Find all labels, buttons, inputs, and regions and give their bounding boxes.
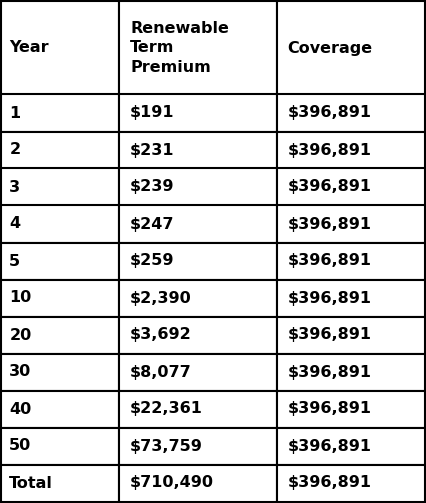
Text: $396,891: $396,891 — [288, 142, 371, 157]
Text: $396,891: $396,891 — [288, 180, 371, 195]
Bar — [1, 390, 119, 428]
Text: $73,759: $73,759 — [130, 439, 203, 454]
Bar — [277, 95, 425, 131]
Bar — [277, 464, 425, 501]
Bar — [277, 169, 425, 206]
Bar — [1, 169, 119, 206]
Bar — [277, 316, 425, 354]
Text: $239: $239 — [130, 180, 175, 195]
Text: 4: 4 — [9, 216, 20, 231]
Text: $396,891: $396,891 — [288, 216, 371, 231]
Bar — [1, 206, 119, 242]
Bar — [1, 2, 119, 95]
Text: 50: 50 — [9, 439, 32, 454]
Bar — [1, 131, 119, 169]
Text: $8,077: $8,077 — [130, 365, 192, 379]
Text: $2,390: $2,390 — [130, 291, 192, 305]
Bar — [1, 280, 119, 316]
Text: $259: $259 — [130, 254, 175, 269]
Text: 20: 20 — [9, 327, 32, 343]
Bar — [119, 95, 277, 131]
Bar — [277, 354, 425, 390]
Bar — [1, 354, 119, 390]
Bar — [119, 280, 277, 316]
Text: 40: 40 — [9, 401, 32, 416]
Text: Total: Total — [9, 475, 53, 490]
Text: $396,891: $396,891 — [288, 291, 371, 305]
Bar — [1, 428, 119, 464]
Bar — [119, 2, 277, 95]
Bar — [1, 242, 119, 280]
Text: 2: 2 — [9, 142, 20, 157]
Bar — [277, 242, 425, 280]
Text: $231: $231 — [130, 142, 175, 157]
Text: $3,692: $3,692 — [130, 327, 192, 343]
Bar — [119, 464, 277, 501]
Bar — [119, 206, 277, 242]
Bar — [277, 131, 425, 169]
Text: $710,490: $710,490 — [130, 475, 214, 490]
Text: Year: Year — [9, 41, 49, 55]
Text: $396,891: $396,891 — [288, 327, 371, 343]
Text: $396,891: $396,891 — [288, 254, 371, 269]
Bar — [119, 428, 277, 464]
Bar — [119, 242, 277, 280]
Bar — [1, 464, 119, 501]
Text: $396,891: $396,891 — [288, 475, 371, 490]
Bar — [119, 169, 277, 206]
Text: 1: 1 — [9, 106, 20, 121]
Bar — [1, 95, 119, 131]
Text: Renewable
Term
Premium: Renewable Term Premium — [130, 21, 229, 75]
Bar — [277, 390, 425, 428]
Text: 3: 3 — [9, 180, 20, 195]
Bar — [119, 390, 277, 428]
Bar — [1, 316, 119, 354]
Text: 30: 30 — [9, 365, 32, 379]
Text: $396,891: $396,891 — [288, 365, 371, 379]
Text: $22,361: $22,361 — [130, 401, 203, 416]
Text: $247: $247 — [130, 216, 175, 231]
Text: 5: 5 — [9, 254, 20, 269]
Bar — [119, 354, 277, 390]
Text: $396,891: $396,891 — [288, 106, 371, 121]
Text: Coverage: Coverage — [288, 41, 372, 55]
Bar — [119, 131, 277, 169]
Bar — [277, 428, 425, 464]
Text: 10: 10 — [9, 291, 32, 305]
Text: $396,891: $396,891 — [288, 401, 371, 416]
Text: $396,891: $396,891 — [288, 439, 371, 454]
Text: $191: $191 — [130, 106, 175, 121]
Bar — [277, 280, 425, 316]
Bar — [277, 206, 425, 242]
Bar — [119, 316, 277, 354]
Bar — [277, 2, 425, 95]
